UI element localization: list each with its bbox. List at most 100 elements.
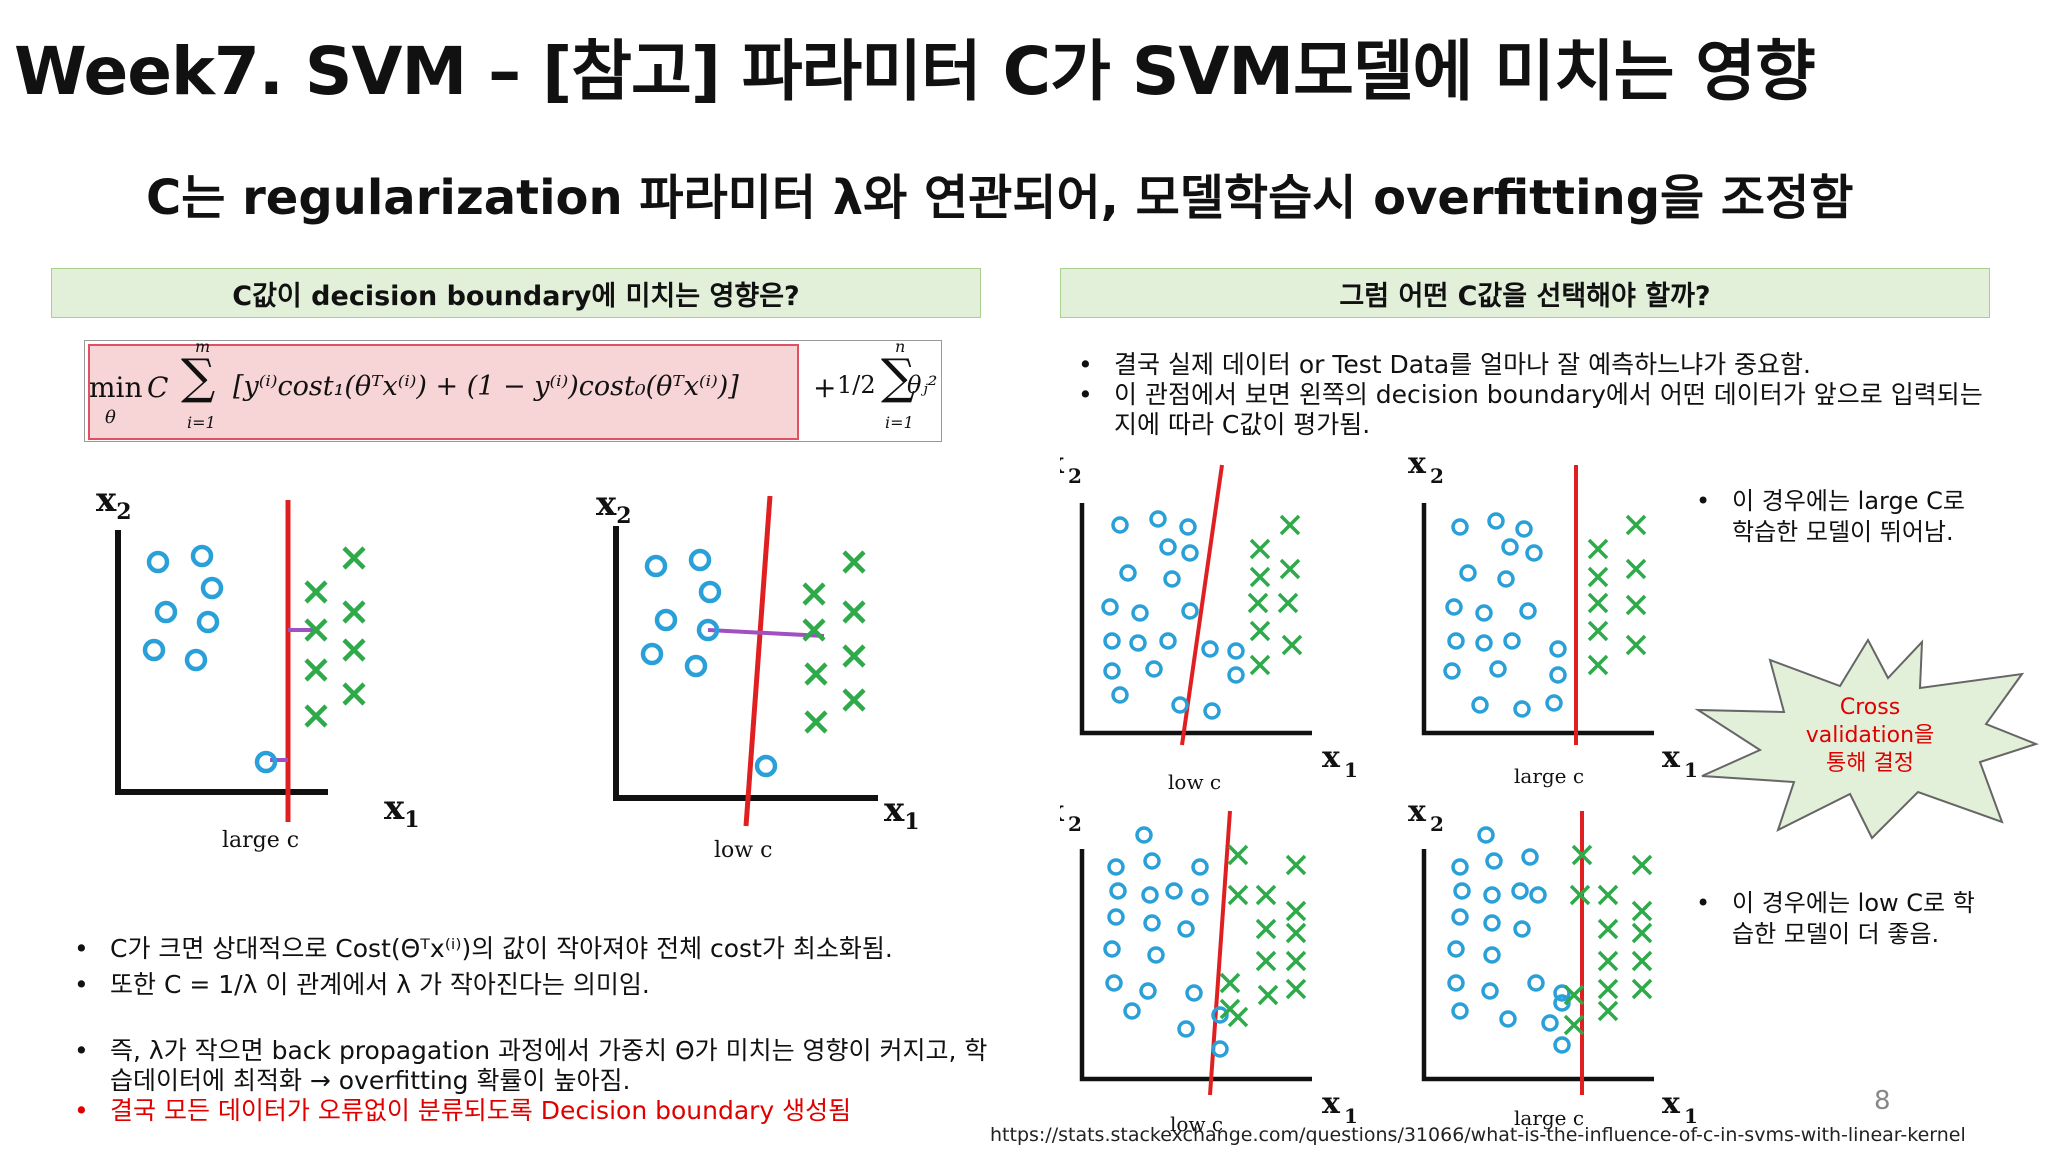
plot2-x-sub: 1 [904,808,920,835]
circle-point [1191,858,1209,876]
circle-point [1553,1036,1571,1054]
plot-low-c [613,495,878,827]
circle-point [1165,882,1183,900]
formula-body: [y⁽ⁱ⁾cost₁(θᵀx⁽ⁱ⁾) + (1 − y⁽ⁱ⁾)cost₀(θᵀx… [233,371,739,402]
cross-point [842,644,866,668]
x-axis-sub: 1 [1344,1104,1358,1128]
source-url[interactable]: https://stats.stackexchange.com/question… [990,1124,1966,1146]
cross-point [304,658,328,682]
cross-point [1563,1014,1585,1036]
circle-point [1549,666,1567,684]
cross-point [304,704,328,728]
circle-point [1459,564,1477,582]
formula-half: 1/2 [837,371,876,399]
circle-point [184,648,208,672]
circle-point [146,550,170,574]
circle-point [1497,570,1515,588]
cross-point [342,638,366,662]
slide-title: Week7. SVM – [참고] 파라미터 C가 SVM모델에 미치는 영향 [14,33,1816,110]
circle-point [644,554,668,578]
cross-point [1597,918,1619,940]
plot2-x-label: x1 [884,790,920,835]
x-axis-label: x [1322,1086,1341,1121]
sum2-top: n [895,337,906,356]
x-axis-label: x [1322,740,1341,775]
formula-min: min [89,371,143,404]
circle-point [1447,632,1465,650]
cross-point [1597,950,1619,972]
circle-point [1111,516,1129,534]
cross-point [1587,654,1609,676]
cross-point [1625,634,1647,656]
circle-point [1191,888,1209,906]
plot2-y-label: x2 [596,484,632,529]
plot2-y-sub: 2 [616,502,632,529]
circle-point [1481,982,1499,1000]
cross-point [802,618,826,642]
left-bullet: C가 크면 상대적으로 Cost(Θᵀx⁽ⁱ⁾)의 값이 작아져야 전체 cos… [64,934,1004,964]
circle-point [1109,882,1127,900]
cross-point [802,582,826,606]
circle-point [1143,914,1161,932]
circle-point [1515,520,1533,538]
cross-point [1279,514,1301,536]
circle-point [1177,920,1195,938]
cross-point [842,688,866,712]
page-number: 8 [1874,1086,1891,1116]
left-bullet: 또한 C = 1/λ 이 관계에서 λ 가 작아진다는 의미임. [64,970,1004,1000]
cross-point [1255,950,1277,972]
circle-point [640,642,664,666]
cross-point [1569,884,1591,906]
cross-point [304,580,328,604]
plot1-x-sub: 1 [404,806,420,833]
svm-cost-formula: min θ C ∑ m i=1 [y⁽ⁱ⁾cost₁(θᵀx⁽ⁱ⁾) + (1 … [84,337,942,442]
note-top: 이 경우에는 large C로 학습한 모델이 뛰어남. [1686,486,1976,548]
cross-point [1625,514,1647,536]
cross-point [1285,900,1307,922]
circle-point [1483,914,1501,932]
circle-point [684,654,708,678]
y-axis-sub: 2 [1430,464,1444,488]
circle-point [696,618,720,642]
cross-point [804,710,828,734]
cross-point [1631,854,1653,876]
cross-point [1597,1000,1619,1022]
cross-point [1249,566,1271,588]
plot2-y-label-text: x [596,484,617,524]
x-axis-sub: 1 [1344,758,1358,782]
circle-point [1513,700,1531,718]
plot-axes [1421,503,1654,736]
circle-point [1163,570,1181,588]
x-axis-label: x [1662,740,1681,775]
sum2-bottom: i=1 [885,413,914,432]
formula-plus: + [813,371,837,404]
slide-subtitle: C는 regularization 파라미터 λ와 연관되어, 모델학습시 ov… [146,170,1854,226]
circle-point [1119,564,1137,582]
circle-point [1145,660,1163,678]
circle-point [142,638,166,662]
cross-validation-starburst: Cross validation을 통해 결정 [1694,637,2039,840]
y-axis-label: x [1060,455,1065,481]
circle-point [1211,1040,1229,1058]
cross-point [1227,884,1249,906]
circle-point [1451,1002,1469,1020]
circle-point [1447,940,1465,958]
right-bullet: 결국 실제 데이터 or Test Data를 얼마나 잘 예측하느냐가 중요함… [1068,350,1988,380]
y-axis-label: x [1408,455,1427,481]
circle-point [1475,634,1493,652]
formula-min-sub: θ [105,407,116,428]
plot1-y-label: x2 [96,480,132,525]
circle-point [1171,696,1189,714]
cross-point [804,662,828,686]
circle-point [190,544,214,568]
plot-axes [1421,849,1654,1082]
cross-point [1625,594,1647,616]
circle-point [1483,946,1501,964]
cross-point [1587,566,1609,588]
cross-point [1625,558,1647,580]
plot1-y-sub: 2 [116,498,132,525]
margin-line [707,628,825,638]
circle-point [1123,1002,1141,1020]
